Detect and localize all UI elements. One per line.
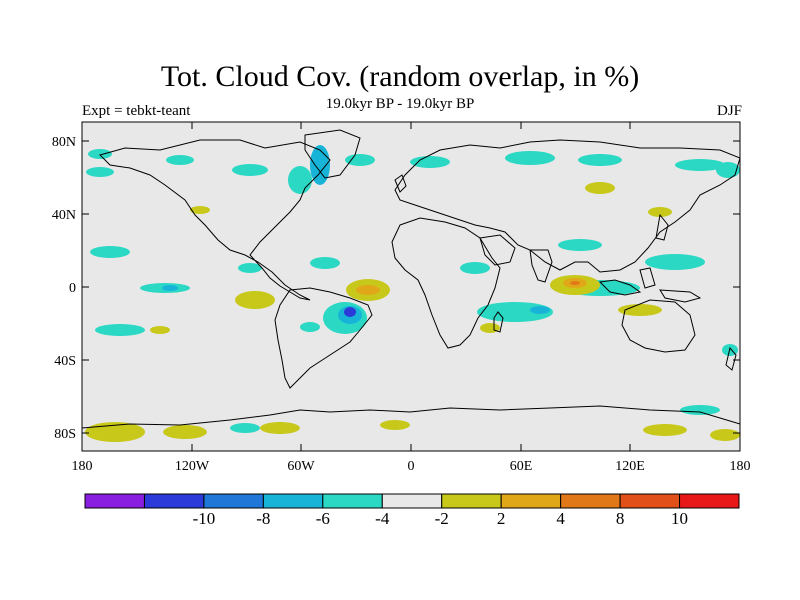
- colorbar-box: [203, 493, 264, 509]
- anomaly-patches: [85, 145, 740, 442]
- colorbar-label: 8: [616, 509, 625, 528]
- plot-title: Tot. Cloud Cov. (random overlap, in %): [160, 60, 640, 93]
- season-label: DJF: [716, 103, 742, 119]
- colorbar-label: 10: [671, 509, 688, 528]
- lat-label-40s: 40S: [54, 354, 76, 369]
- plot-subtitle: 19.0kyr BP - 19.0kyr BP: [325, 96, 475, 112]
- colorbar-box: [500, 493, 562, 509]
- lon-label-180e: 180: [730, 459, 751, 474]
- colorbar-label: 2: [497, 509, 506, 528]
- coastlines: [81, 129, 741, 429]
- colorbar-labels: -10 -8 -6 -4 -2 2 4 8 10: [193, 509, 688, 528]
- lat-label-80n: 80N: [52, 135, 76, 150]
- colorbar-box: [679, 493, 740, 509]
- lon-label-60e: 60E: [510, 459, 533, 474]
- lat-label-40n: 40N: [52, 208, 76, 223]
- lon-label-120e: 120E: [615, 459, 645, 474]
- colorbar-label: -2: [435, 509, 449, 528]
- colorbar-box: [560, 493, 621, 509]
- lat-label-80s: 80S: [54, 427, 76, 442]
- colorbar-box: [143, 493, 205, 509]
- colorbar-box: [381, 493, 443, 509]
- lon-label-60w: 60W: [287, 459, 315, 474]
- colorbar-box: [262, 493, 324, 509]
- lon-label-0: 0: [408, 459, 415, 474]
- longitude-labels: 180 120W 60W 0 60E 120E 180: [72, 459, 751, 474]
- lon-label-120w: 120W: [175, 459, 210, 474]
- lon-label-180w: 180: [72, 459, 93, 474]
- colorbar: [84, 493, 740, 509]
- latitude-labels: 80N 40N 0 40S 80S: [52, 135, 76, 442]
- lat-label-0: 0: [69, 281, 76, 296]
- colorbar-box: [84, 493, 145, 509]
- colorbar-label: -6: [316, 509, 330, 528]
- colorbar-box: [619, 493, 681, 509]
- experiment-label: Expt = tebkt-teant: [82, 103, 191, 119]
- axis-ticks: [81, 122, 741, 451]
- colorbar-label: -10: [193, 509, 216, 528]
- colorbar-label: -4: [375, 509, 390, 528]
- colorbar-label: 4: [556, 509, 565, 528]
- colorbar-box: [322, 493, 383, 509]
- colorbar-label: -8: [256, 509, 270, 528]
- colorbar-box: [441, 493, 502, 509]
